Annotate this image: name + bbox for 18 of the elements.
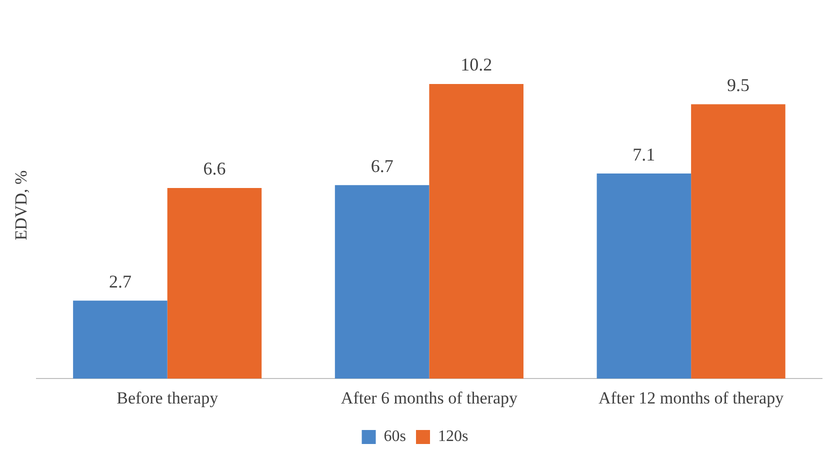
x-tick-label: Before therapy [116, 388, 219, 408]
x-tick-label: After 6 months of therapy [340, 388, 518, 408]
legend-label: 60s [384, 428, 406, 446]
data-label: 9.5 [726, 74, 750, 95]
data-label: 2.7 [108, 271, 132, 292]
bar [596, 174, 692, 379]
data-label: 7.1 [632, 144, 656, 164]
data-label: 6.7 [370, 156, 394, 176]
bar [691, 104, 786, 379]
data-label: 10.2 [460, 54, 492, 75]
legend-label: 120s [438, 428, 468, 446]
bar [167, 188, 262, 379]
bar [429, 84, 524, 379]
bar [73, 300, 168, 379]
y-axis-title: EDVD, % [12, 170, 31, 240]
data-label: 6.6 [203, 158, 226, 179]
bar [334, 185, 430, 379]
x-tick-label: After 12 months of therapy [598, 388, 784, 408]
